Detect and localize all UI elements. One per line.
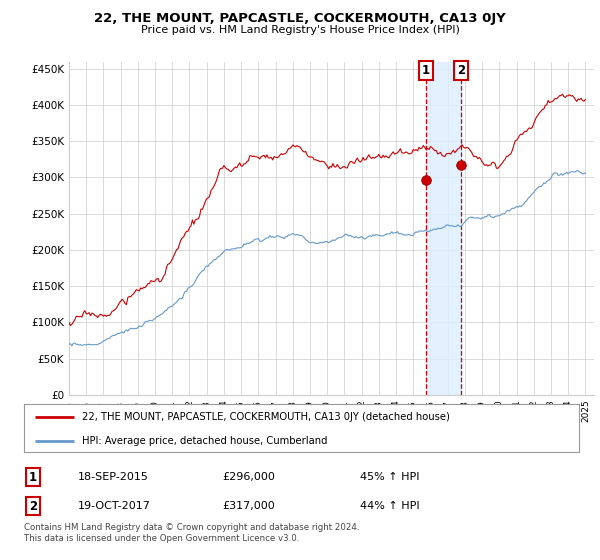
Text: £296,000: £296,000 xyxy=(222,472,275,482)
Text: 22, THE MOUNT, PAPCASTLE, COCKERMOUTH, CA13 0JY (detached house): 22, THE MOUNT, PAPCASTLE, COCKERMOUTH, C… xyxy=(82,412,450,422)
Text: 19-OCT-2017: 19-OCT-2017 xyxy=(78,501,151,511)
Bar xyxy=(425,62,461,395)
Text: HPI: Average price, detached house, Cumberland: HPI: Average price, detached house, Cumb… xyxy=(82,436,328,446)
Text: 18-SEP-2015: 18-SEP-2015 xyxy=(78,472,149,482)
Text: Contains HM Land Registry data © Crown copyright and database right 2024.
This d: Contains HM Land Registry data © Crown c… xyxy=(24,524,359,543)
Text: Price paid vs. HM Land Registry's House Price Index (HPI): Price paid vs. HM Land Registry's House … xyxy=(140,25,460,35)
Text: 45% ↑ HPI: 45% ↑ HPI xyxy=(360,472,419,482)
Text: 1: 1 xyxy=(422,64,430,77)
Text: 2: 2 xyxy=(29,500,37,513)
Text: 2: 2 xyxy=(457,64,466,77)
Text: 44% ↑ HPI: 44% ↑ HPI xyxy=(360,501,419,511)
Text: £317,000: £317,000 xyxy=(222,501,275,511)
Text: 22, THE MOUNT, PAPCASTLE, COCKERMOUTH, CA13 0JY: 22, THE MOUNT, PAPCASTLE, COCKERMOUTH, C… xyxy=(94,12,506,25)
Text: 1: 1 xyxy=(29,470,37,484)
